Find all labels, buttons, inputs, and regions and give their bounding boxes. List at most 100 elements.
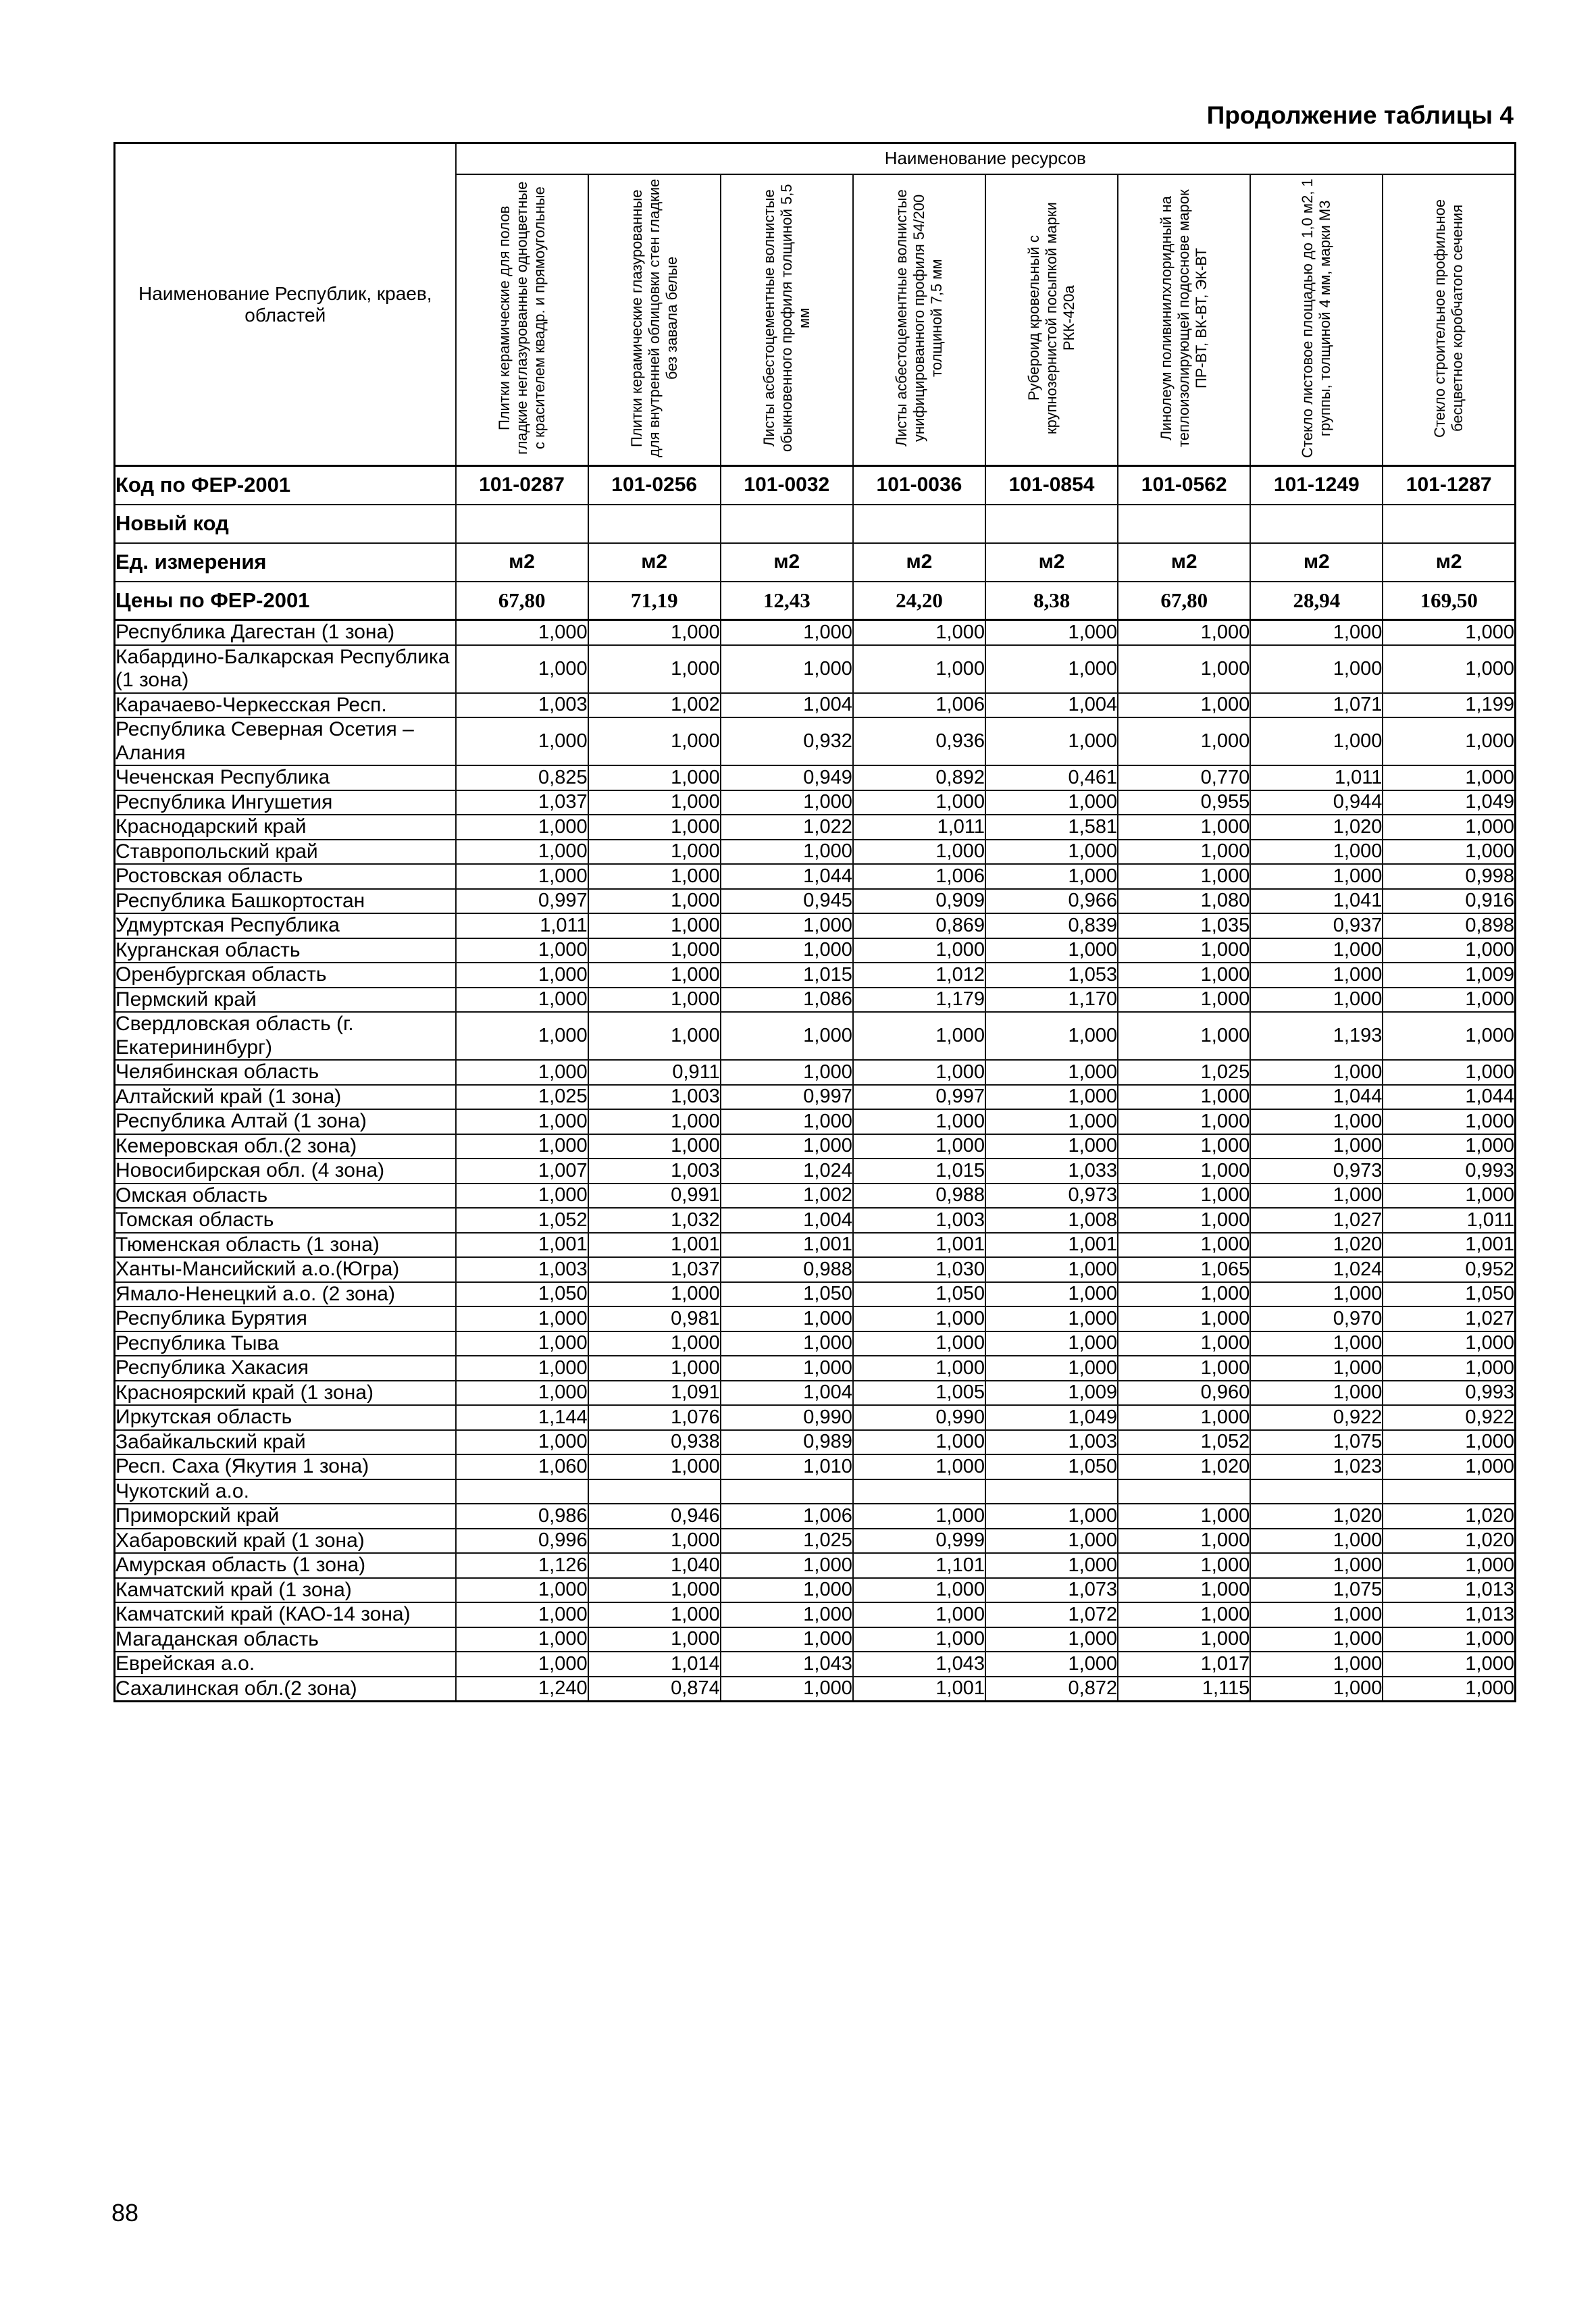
coefficient-value: 1,000 [587,1109,721,1135]
coefficient-value: 1,000 [587,1355,721,1381]
coefficient-value: 1,000 [719,1133,854,1159]
coefficient-value: 1,000 [587,913,721,939]
coefficient-value: 1,052 [455,1207,589,1234]
coefficient-value: 1,000 [984,1651,1119,1677]
coefficient-value: 1,000 [455,814,589,840]
coefficient-value: 1,000 [1117,1306,1252,1332]
coefficient-value: 1,000 [455,1577,589,1603]
coefficient-value: 1,000 [587,814,721,840]
meta-row-value: м2 [984,542,1119,582]
coefficient-value: 1,017 [1117,1651,1252,1677]
region-name: Новосибирская обл. (4 зона) [113,1158,457,1184]
region-name: Республика Северная Осетия – Алания [113,717,457,766]
coefficient-value: 1,000 [1250,1059,1384,1086]
meta-row-label: Новый код [113,503,457,544]
coefficient-value: 1,003 [587,1158,721,1184]
coefficient-value: 1,043 [852,1651,987,1677]
coefficient-value: 0,898 [1382,913,1516,939]
coefficient-value: 1,000 [1382,644,1516,694]
meta-row: Код по ФЕР-2001 101-0287 101-0256 101-0032 1… [113,465,1516,505]
coefficient-value: 1,000 [1117,1552,1252,1579]
coefficient-value: 1,000 [719,1059,854,1086]
coefficient-value: 1,000 [1382,1454,1516,1480]
coefficient-value: 0,839 [984,913,1119,939]
table-row: Республика Хакасия 1,000 1,000 1,000 1,000 1,… [113,1355,1516,1381]
coefficient-value: 1,000 [587,937,721,963]
coefficient-value: 1,000 [1250,1527,1384,1554]
coefficient-value: 1,075 [1250,1577,1384,1603]
coefficient-value: 1,006 [719,1503,854,1529]
coefficient-value: 1,000 [455,863,589,890]
coefficient-value: 1,000 [587,888,721,914]
coefficient-value: 1,000 [719,937,854,963]
table-row: Оренбургская область 1,000 1,000 1,015 1,012… [113,962,1516,988]
resource-column-header-label: Стекло листовое площадью до 1,0 м2, 1 гр… [1299,178,1334,458]
coefficient-value [1250,1478,1384,1504]
meta-row-value [1117,503,1252,544]
coefficient-value: 0,973 [1250,1158,1384,1184]
table-row: Ханты-Мансийский а.о.(Югра) 1,003 1,037 0,9… [113,1256,1516,1283]
coefficient-value: 1,000 [455,986,589,1013]
coefficient-value: 1,007 [455,1158,589,1184]
coefficient-value: 1,015 [719,962,854,988]
coefficient-value: 1,000 [1117,1109,1252,1135]
coefficient-value: 1,000 [455,1182,589,1209]
table-row: Камчатский край (КАО-14 зона) 1,000 1,000 1… [113,1602,1516,1628]
coefficient-value: 0,922 [1250,1404,1384,1431]
coefficient-value [852,1478,987,1504]
table-row: Чукотский а.о. [113,1478,1516,1504]
coefficient-value [587,1478,721,1504]
coefficient-value: 1,000 [984,789,1119,815]
coefficient-value: 1,000 [1117,619,1252,646]
table-row: Ростовская область 1,000 1,000 1,044 1,006 1,… [113,863,1516,890]
table-row: Кабардино-Балкарская Республика (1 зона)… [113,644,1516,694]
coefficient-value: 1,000 [852,1503,987,1529]
resource-column-header-2: Плитки керамические глазурованные для вн… [587,173,721,467]
coefficient-value: 0,997 [719,1084,854,1110]
coefficient-value: 1,000 [1117,838,1252,865]
coefficient-value: 0,993 [1382,1158,1516,1184]
table-row: Томская область 1,052 1,032 1,004 1,003 1,008… [113,1207,1516,1234]
table-row: Ставропольский край 1,000 1,000 1,000 1,000 1… [113,838,1516,865]
coefficient-value: 1,011 [455,913,589,939]
meta-row: Цены по ФЕР-2001 67,80 71,19 12,43 24,20 8,38… [113,580,1516,621]
resource-column-header-label: Рубероид кровельный с крупнозернистой по… [1025,201,1078,434]
coefficient-value: 0,973 [984,1182,1119,1209]
meta-row-label: Ед. измерения [113,542,457,582]
coefficient-value: 1,035 [1117,913,1252,939]
coefficient-value: 1,000 [587,986,721,1013]
region-name: Челябинская область [113,1059,457,1086]
coefficient-value: 1,027 [1382,1306,1516,1332]
table-row: Красноярский край (1 зона) 1,000 1,091 1,00… [113,1379,1516,1406]
meta-row-value: 28,94 [1250,580,1384,621]
coefficient-value: 1,000 [719,1306,854,1332]
resource-column-header-3: Листы асбестоцементные волнистые обыкнов… [719,173,854,467]
coefficient-value: 1,000 [984,1084,1119,1110]
region-name: Респ. Саха (Якутия 1 зона) [113,1454,457,1480]
coefficient-value: 1,000 [1250,619,1384,646]
coefficient-value: 1,000 [1117,1330,1252,1356]
table-row: Республика Ингушетия 1,037 1,000 1,000 1,000… [113,789,1516,815]
coefficient-value: 1,000 [1382,1109,1516,1135]
coefficient-value: 1,000 [984,1330,1119,1356]
coefficient-value: 0,932 [719,717,854,766]
coefficient-value: 1,000 [587,644,721,694]
coefficient-value: 1,080 [1117,888,1252,914]
coefficient-value: 1,000 [1382,937,1516,963]
coefficient-value: 1,050 [852,1281,987,1307]
coefficient-value: 1,000 [587,1527,721,1554]
table-row: Кемеровская обл.(2 зона) 1,000 1,000 1,000 1… [113,1133,1516,1159]
meta-row-value: 101-0854 [984,465,1119,505]
meta-row-value: м2 [587,542,721,582]
coefficient-value: 0,938 [587,1429,721,1455]
table-row: Пермский край 1,000 1,000 1,086 1,179 1,170 1,… [113,986,1516,1013]
region-name: Сахалинская обл.(2 зона) [113,1675,457,1702]
table-row: Респ. Саха (Якутия 1 зона) 1,060 1,000 1,01… [113,1454,1516,1480]
region-name: Ханты-Мансийский а.о.(Югра) [113,1256,457,1283]
table-row: Камчатский край (1 зона) 1,000 1,000 1,000 1… [113,1577,1516,1603]
coefficient-value: 1,000 [852,1429,987,1455]
coefficient-value: 1,000 [1382,1133,1516,1159]
coefficient-value: 0,874 [587,1675,721,1702]
coefficient-value: 1,000 [1117,1133,1252,1159]
coefficient-value: 0,970 [1250,1306,1384,1332]
